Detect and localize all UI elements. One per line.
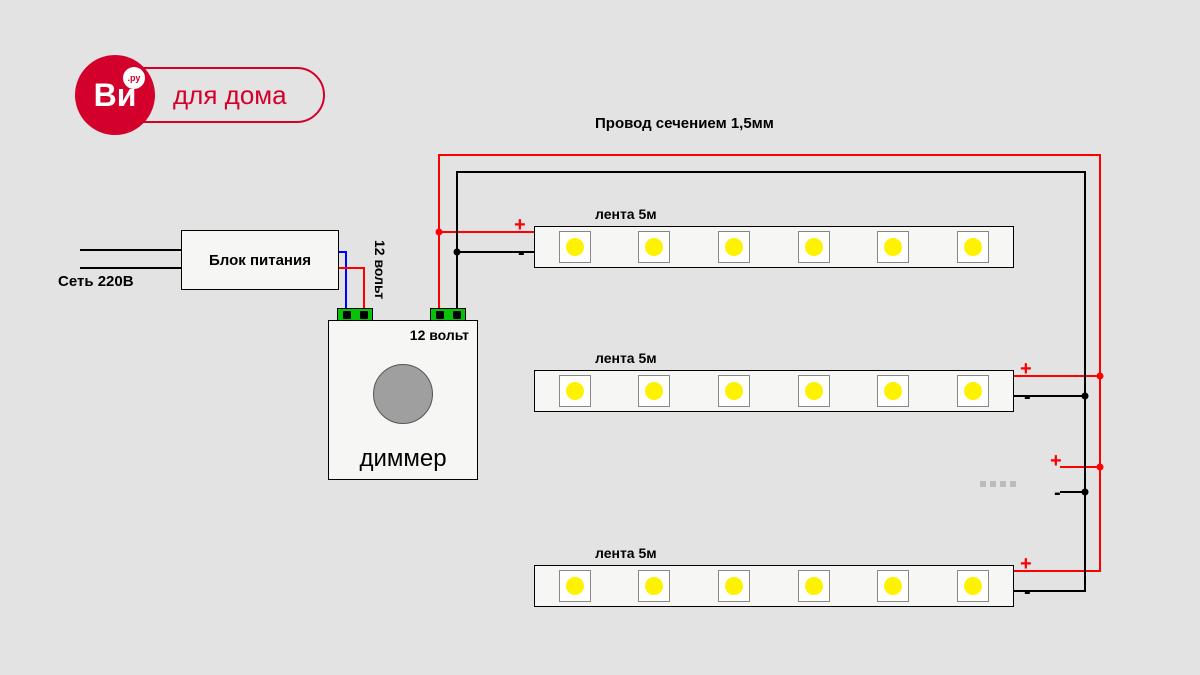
strip2-plus: + [1020,359,1032,379]
led-icon [718,570,750,602]
brand-logo: Ви .ру для дома [75,55,325,135]
psu-label: Блок питания [182,231,338,289]
led-icon [559,375,591,407]
wire-section-label: Провод сечением 1,5мм [595,115,774,132]
led-icon [877,375,909,407]
strip3-minus: - [1024,582,1031,602]
led-icon [559,570,591,602]
strip1-plus: + [514,215,526,235]
logo-badge: .ру [123,67,145,89]
led-icon [877,231,909,263]
strip1-label: лента 5м [595,206,657,222]
dimmer-volt-label: 12 вольт [410,327,469,343]
led-strip-1 [534,226,1014,268]
strip1-minus: - [518,243,525,263]
stub-minus: - [1054,483,1061,503]
strip2-minus: - [1024,387,1031,407]
led-icon [957,375,989,407]
led-icon [638,231,670,263]
strip3-plus: + [1020,554,1032,574]
led-icon [957,570,989,602]
mains-label: Сеть 220В [58,273,134,290]
led-icon [718,231,750,263]
logo-circle: Ви .ру [75,55,155,135]
led-icon [559,231,591,263]
dimmer-label: диммер [359,445,446,473]
power-supply-box: Блок питания [181,230,339,290]
led-strip-3 [534,565,1014,607]
led-icon [957,231,989,263]
stub-plus: + [1050,451,1062,471]
dimmer-box: 12 вольт диммер [328,320,478,480]
led-icon [798,375,830,407]
led-icon [877,570,909,602]
continuation-dots [980,481,1016,487]
strip2-label: лента 5м [595,350,657,366]
led-icon [638,570,670,602]
led-icon [798,231,830,263]
strip3-label: лента 5м [595,545,657,561]
dimmer-knob [373,364,433,424]
led-icon [718,375,750,407]
led-strip-2 [534,370,1014,412]
psu-output-label: 12 вольт [372,240,388,299]
led-icon [798,570,830,602]
led-icon [638,375,670,407]
